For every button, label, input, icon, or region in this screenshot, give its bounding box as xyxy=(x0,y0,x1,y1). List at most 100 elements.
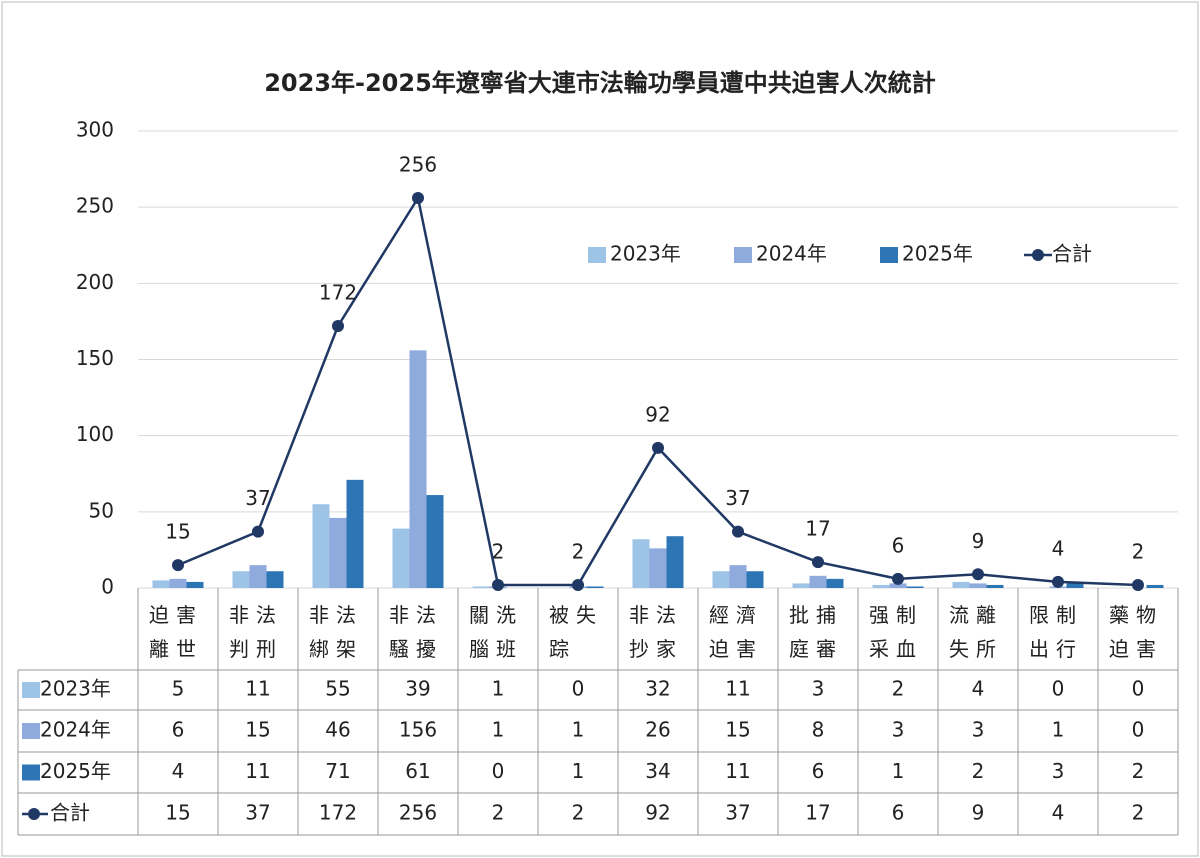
bar xyxy=(392,528,410,588)
table-cell: 2 xyxy=(1132,759,1145,783)
category-text: 經濟迫害 xyxy=(709,603,763,661)
total-marker xyxy=(172,559,184,572)
bar xyxy=(952,581,970,588)
table-cell: 2 xyxy=(972,759,985,783)
category-text: 强制采血 xyxy=(869,603,923,661)
x-tick-label: 經濟迫害 xyxy=(698,594,778,670)
y-tick-label: 300 xyxy=(76,118,114,142)
table-cell: 5 xyxy=(172,677,185,701)
table-cell: 3 xyxy=(812,677,825,701)
total-marker xyxy=(732,525,744,538)
bar xyxy=(312,504,330,588)
x-tick-label: 流離失所 xyxy=(938,594,1018,670)
table-cell: 172 xyxy=(319,801,357,825)
table-cell: 2 xyxy=(492,801,505,825)
table-cell: 4 xyxy=(972,677,985,701)
data-label: 172 xyxy=(319,280,357,304)
row-marker xyxy=(28,808,40,820)
bar xyxy=(826,578,844,588)
row-header: 合計 xyxy=(50,801,90,825)
bar xyxy=(169,578,187,588)
category-text: 關洗腦班 xyxy=(469,603,523,661)
table-cell: 4 xyxy=(172,759,185,783)
data-label: 37 xyxy=(725,486,750,510)
bar xyxy=(586,586,604,588)
bar xyxy=(712,571,730,588)
data-label: 17 xyxy=(805,517,830,541)
table-cell: 61 xyxy=(405,759,430,783)
category-text: 被失踪 xyxy=(549,603,603,661)
bar xyxy=(889,583,907,588)
table-cell: 6 xyxy=(892,801,905,825)
table-cell: 3 xyxy=(892,718,905,742)
table-cell: 17 xyxy=(805,801,830,825)
table-cell: 92 xyxy=(645,801,670,825)
total-marker xyxy=(972,568,984,581)
table-cell: 37 xyxy=(725,801,750,825)
bar xyxy=(666,536,684,588)
table-cell: 11 xyxy=(245,759,270,783)
legend-label: 2023年 xyxy=(610,242,681,266)
bar xyxy=(1146,584,1164,588)
table-cell: 11 xyxy=(725,677,750,701)
table-cell: 0 xyxy=(1132,677,1145,701)
category-text: 迫害離世 xyxy=(149,603,203,661)
y-tick-label: 150 xyxy=(76,346,114,370)
bar xyxy=(632,539,650,588)
category-text: 藥物迫害 xyxy=(1109,603,1163,661)
row-swatch xyxy=(22,723,40,739)
table-cell: 1 xyxy=(572,718,585,742)
table-cell: 156 xyxy=(399,718,437,742)
bar xyxy=(186,581,204,588)
data-label: 6 xyxy=(892,533,905,557)
table-cell: 1 xyxy=(492,718,505,742)
table-cell: 26 xyxy=(645,718,670,742)
bar xyxy=(746,571,764,588)
bar xyxy=(729,565,747,588)
row-header: 2025年 xyxy=(40,759,111,783)
bar xyxy=(906,586,924,588)
x-tick-label: 非法騷擾 xyxy=(378,594,458,670)
table-cell: 2 xyxy=(1132,801,1145,825)
data-label: 37 xyxy=(245,486,270,510)
data-label: 92 xyxy=(645,402,670,426)
table-cell: 1 xyxy=(1052,718,1065,742)
y-tick-label: 0 xyxy=(101,575,114,599)
table-cell: 4 xyxy=(1052,801,1065,825)
category-text: 限制出行 xyxy=(1029,603,1083,661)
y-tick-label: 250 xyxy=(76,194,114,218)
bar xyxy=(986,584,1004,588)
table-cell: 34 xyxy=(645,759,670,783)
table-cell: 15 xyxy=(245,718,270,742)
legend-label: 2024年 xyxy=(756,242,827,266)
x-tick-label: 强制采血 xyxy=(858,594,938,670)
table-cell: 2 xyxy=(892,677,905,701)
x-tick-label: 非法綁架 xyxy=(298,594,378,670)
total-marker xyxy=(812,556,824,569)
legend-swatch xyxy=(588,247,606,263)
bar xyxy=(249,565,267,588)
row-swatch xyxy=(22,764,40,781)
table-cell: 6 xyxy=(172,718,185,742)
table-cell: 8 xyxy=(812,718,825,742)
bar xyxy=(809,575,827,588)
table-cell: 9 xyxy=(972,801,985,825)
total-marker xyxy=(892,572,904,585)
y-tick-label: 100 xyxy=(76,422,114,446)
data-label: 4 xyxy=(1052,536,1065,560)
bar xyxy=(426,495,444,588)
x-tick-label: 藥物迫害 xyxy=(1098,594,1178,670)
total-marker xyxy=(252,525,264,538)
category-text: 非法騷擾 xyxy=(389,603,443,661)
table-cell: 256 xyxy=(399,801,437,825)
x-tick-label: 關洗腦班 xyxy=(458,594,538,670)
bar xyxy=(649,548,667,588)
bar xyxy=(472,586,490,588)
x-tick-label: 被失踪 xyxy=(538,594,618,670)
table-cell: 0 xyxy=(492,759,505,783)
legend-swatch xyxy=(734,247,752,263)
category-text: 批捕庭審 xyxy=(789,603,843,661)
